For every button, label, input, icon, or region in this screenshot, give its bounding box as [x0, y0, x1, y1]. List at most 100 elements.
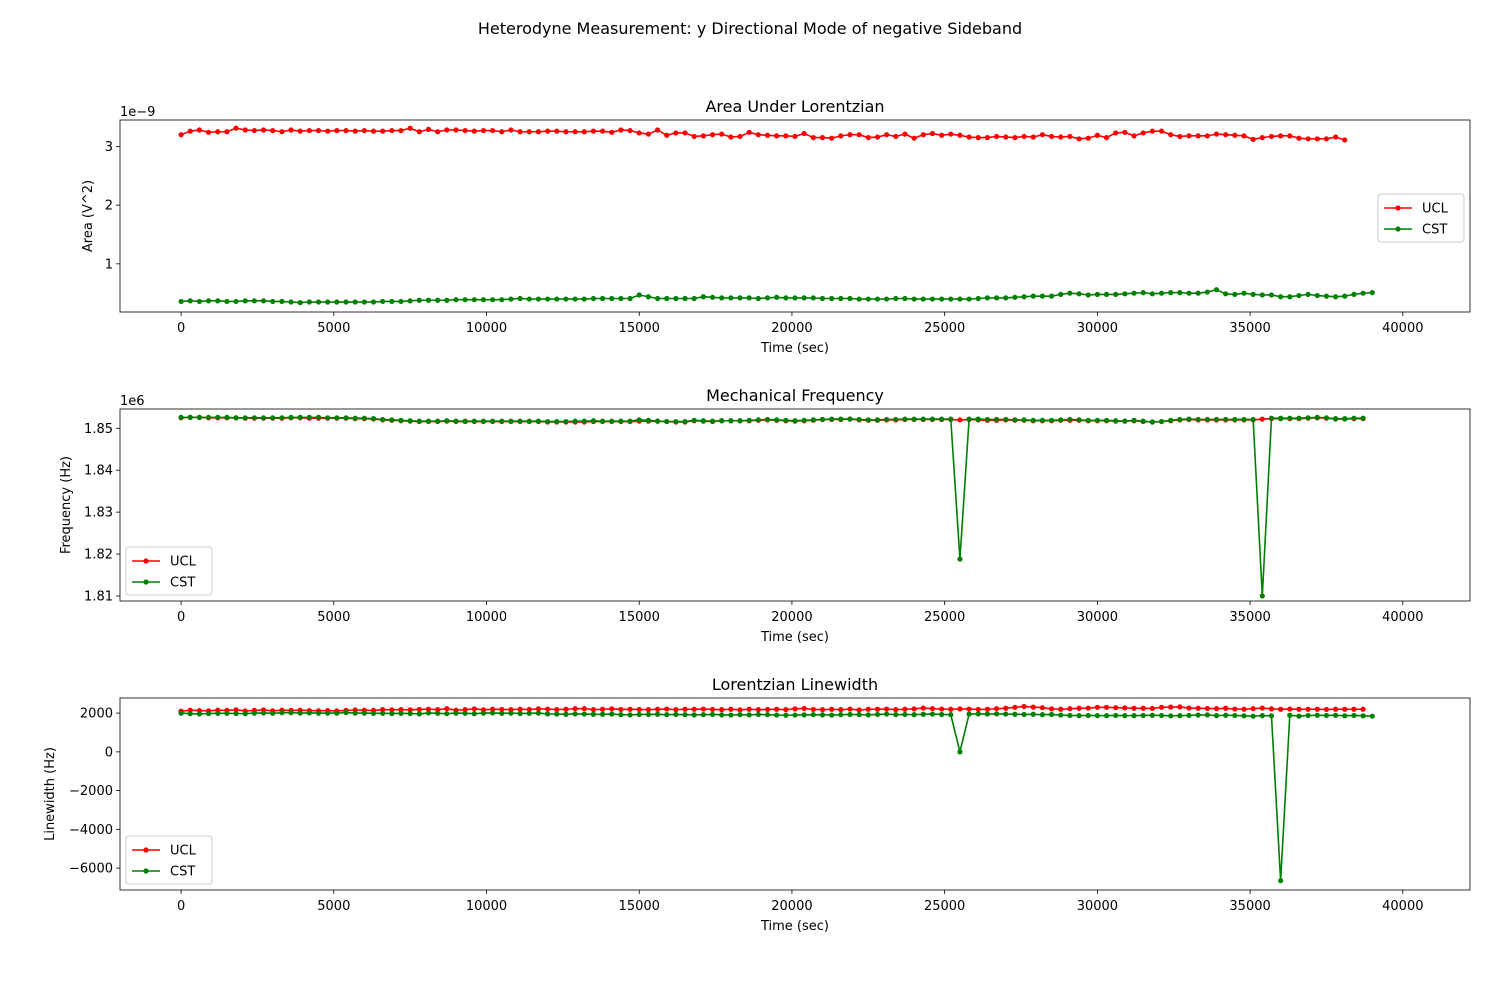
data-point: [1048, 706, 1055, 712]
data-point: [490, 418, 496, 424]
data-point: [929, 706, 936, 712]
data-point: [196, 414, 203, 420]
data-point: [682, 130, 688, 136]
data-point: [480, 710, 487, 716]
data-point: [746, 712, 752, 718]
data-point: [1287, 294, 1293, 300]
data-point: [719, 131, 725, 137]
data-point: [572, 296, 578, 302]
data-point: [636, 711, 642, 718]
data-point: [196, 298, 203, 305]
data-point: [1140, 712, 1146, 719]
data-point: [490, 710, 496, 716]
data-point: [1021, 294, 1027, 300]
data-point: [251, 710, 257, 716]
data-point: [1085, 135, 1091, 141]
data-point: [462, 707, 468, 713]
data-point: [829, 416, 835, 422]
data-point: [874, 417, 881, 423]
data-point: [1195, 133, 1201, 139]
data-point: [856, 707, 862, 713]
data-point: [407, 418, 413, 424]
data-point: [1168, 290, 1174, 296]
data-point: [1030, 293, 1036, 299]
data-point: [810, 135, 816, 141]
data-point: [993, 133, 1000, 140]
data-point: [1177, 416, 1183, 423]
x-tick-label: 25000: [924, 899, 965, 914]
data-point: [224, 710, 230, 716]
data-point: [279, 298, 285, 305]
data-point: [764, 416, 771, 423]
data-point: [884, 296, 890, 302]
data-point: [664, 295, 670, 302]
data-point: [1177, 704, 1183, 710]
data-point: [1323, 712, 1330, 719]
data-point: [325, 128, 331, 134]
data-point: [1168, 132, 1174, 138]
data-point: [233, 125, 239, 131]
data-point: [783, 712, 789, 718]
data-point: [453, 418, 459, 424]
data-point: [682, 712, 688, 718]
data-point: [783, 707, 789, 713]
data-point: [1158, 128, 1165, 134]
data-point: [1342, 137, 1348, 143]
legend-swatch-marker: [143, 558, 149, 564]
data-point: [627, 706, 633, 712]
data-point: [205, 710, 212, 717]
data-point: [471, 418, 477, 424]
data-point: [957, 706, 963, 712]
data-point: [856, 712, 862, 718]
data-point: [242, 127, 248, 133]
data-point: [1003, 416, 1009, 423]
data-point: [1076, 705, 1082, 711]
x-axis-label: Time (sec): [760, 341, 829, 356]
data-point: [1213, 416, 1220, 423]
data-point: [1369, 290, 1375, 296]
data-point: [1342, 706, 1348, 712]
data-point: [993, 295, 1000, 301]
data-point: [1268, 713, 1275, 719]
data-point: [1259, 713, 1265, 719]
subplot-title: Area Under Lorentzian: [705, 97, 884, 116]
data-point: [1122, 705, 1128, 711]
data-point: [1268, 292, 1275, 298]
data-point: [1186, 712, 1192, 719]
x-tick-label: 20000: [771, 899, 812, 914]
data-point: [1314, 292, 1320, 299]
legend-box: [1377, 193, 1465, 243]
data-point: [1067, 416, 1073, 423]
data-point: [939, 711, 945, 718]
data-point: [966, 706, 972, 712]
data-point: [545, 711, 551, 717]
data-point: [352, 128, 358, 134]
data-point: [425, 297, 432, 303]
data-point: [1204, 416, 1210, 423]
axes-frame: [119, 119, 1471, 313]
data-point: [728, 712, 734, 718]
legend-label: UCL: [170, 844, 197, 859]
data-point: [563, 706, 569, 712]
y-tick-label: 3: [105, 140, 113, 155]
data-point: [939, 296, 945, 302]
data-point: [407, 298, 413, 304]
data-point: [306, 414, 312, 420]
data-point: [315, 710, 322, 716]
x-tick-label: 5000: [317, 610, 350, 625]
x-tick-label: 40000: [1382, 610, 1423, 625]
data-point: [829, 135, 835, 141]
data-point: [792, 706, 798, 712]
data-point: [984, 711, 991, 717]
data-point: [343, 709, 349, 716]
y-axis-label: Area (V^2): [81, 180, 96, 252]
data-point: [1003, 134, 1009, 140]
legend-swatch-marker: [1395, 205, 1401, 211]
data-point: [1058, 134, 1064, 140]
data-point: [444, 127, 450, 133]
data-point: [1323, 136, 1330, 142]
data-point: [517, 418, 523, 424]
data-point: [966, 296, 972, 302]
y-tick-label: 1.85: [84, 422, 113, 437]
